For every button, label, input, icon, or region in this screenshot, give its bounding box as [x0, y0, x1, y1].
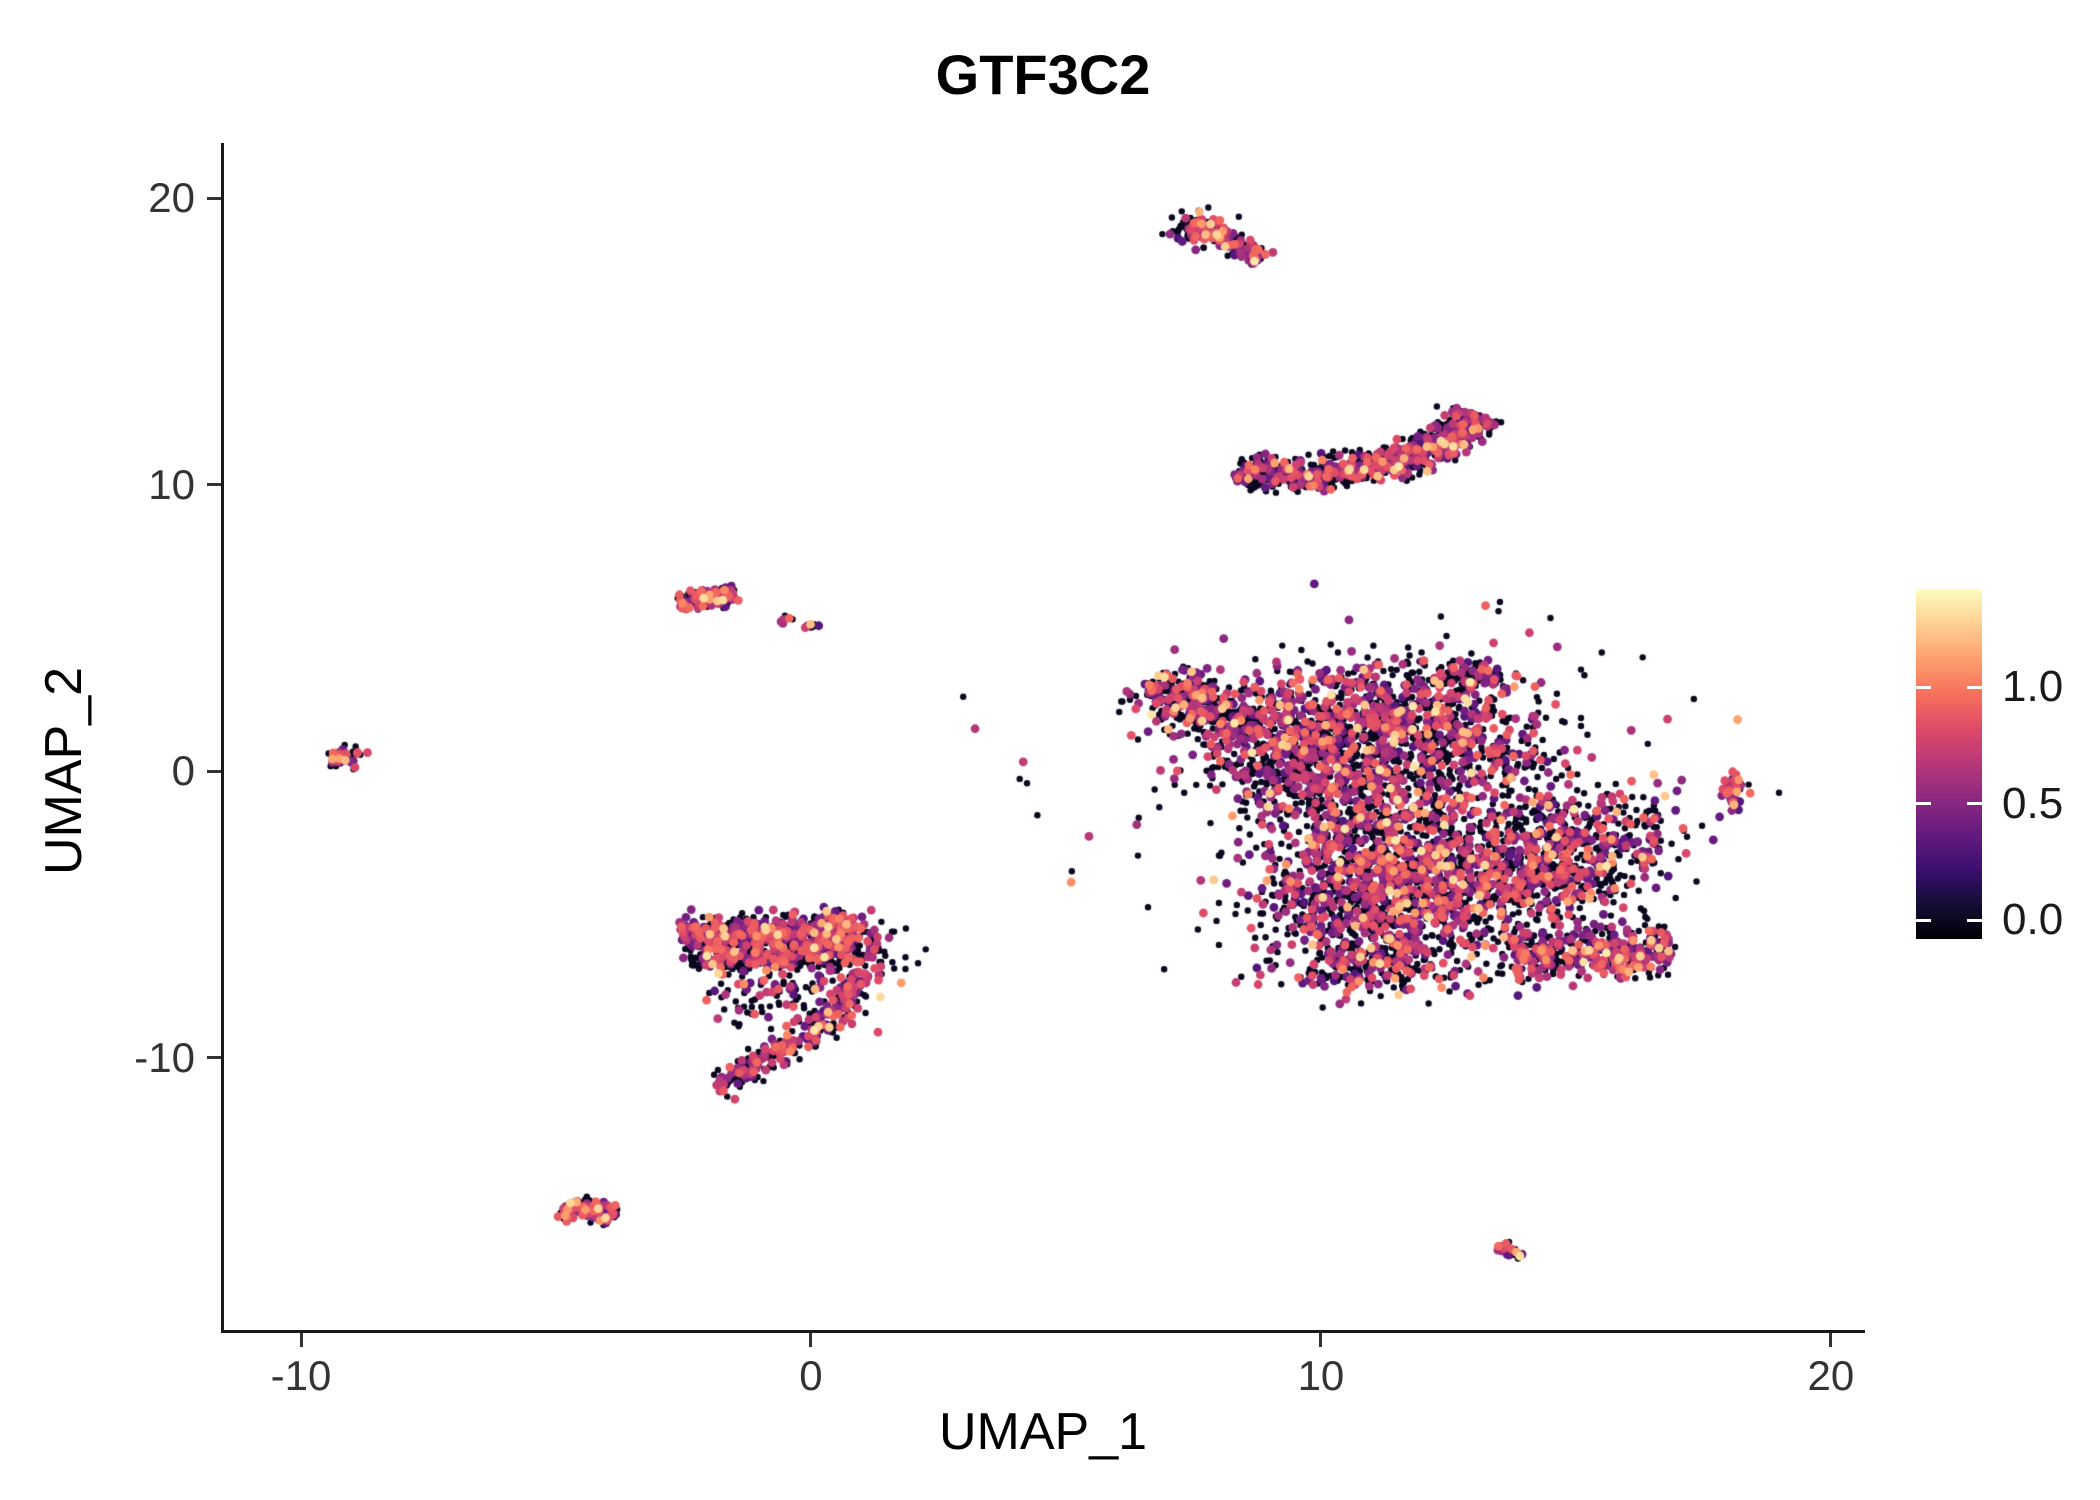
colorbar-tick-mark — [1916, 685, 1931, 689]
colorbar-tick-mark — [1916, 918, 1931, 922]
colorbar-tick-label: 0.5 — [2002, 778, 2064, 828]
y-tick-label: 20 — [148, 174, 195, 221]
colorbar-tick-mark — [1916, 802, 1931, 806]
x-tick-label: 0 — [799, 1352, 823, 1399]
y-tick-label: -10 — [134, 1033, 195, 1081]
x-tick-mark — [1829, 1333, 1833, 1347]
x-tick-mark — [809, 1333, 813, 1347]
y-tick-mark — [207, 483, 221, 487]
y-tick-label: 0 — [171, 747, 195, 795]
x-tick-label: 10 — [1297, 1352, 1345, 1399]
colorbar-tick-label: 1.0 — [2002, 662, 2064, 711]
y-tick-label: 10 — [148, 460, 195, 508]
y-axis-line — [221, 143, 224, 1333]
colorbar-tick-mark — [1967, 918, 1982, 922]
x-tick-mark — [1319, 1333, 1323, 1347]
x-axis-line — [221, 1330, 1865, 1333]
colorbar-tick-mark — [1967, 685, 1982, 689]
x-tick-mark — [299, 1333, 303, 1347]
y-tick-mark — [207, 1056, 221, 1060]
colorbar-gradient — [1916, 589, 1982, 939]
colorbar-tick-label: 0.0 — [2002, 895, 2064, 945]
x-tick-label: 20 — [1807, 1352, 1855, 1399]
y-tick-mark — [207, 769, 221, 773]
colorbar-tick-mark — [1967, 802, 1982, 806]
y-tick-mark — [207, 196, 221, 200]
x-tick-label: -10 — [270, 1352, 332, 1399]
